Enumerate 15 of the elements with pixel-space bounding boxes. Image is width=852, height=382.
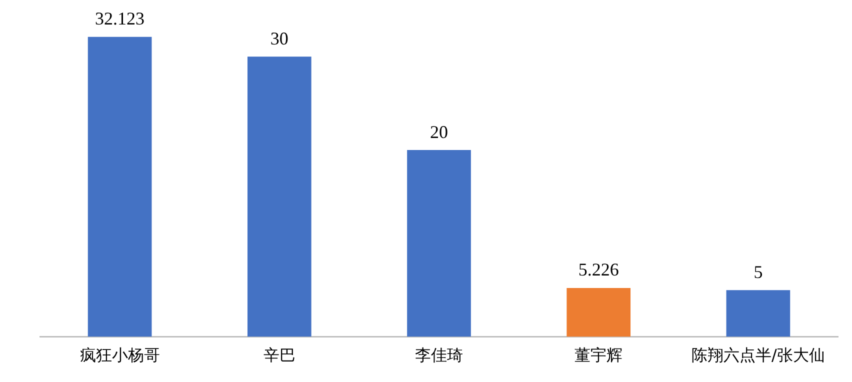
data-label: 5 [754, 262, 763, 282]
data-label: 30 [270, 28, 288, 48]
bar [407, 150, 471, 337]
bar [88, 36, 152, 337]
bar [247, 56, 312, 337]
bar [726, 290, 790, 337]
x-tick-label: 董宇辉 [574, 346, 623, 365]
x-tick-label: 辛巴 [263, 346, 296, 365]
data-label: 32.123 [95, 8, 145, 29]
x-tick-label: 疯狂小杨哥 [80, 346, 160, 365]
x-tick-label: 李佳琦 [415, 346, 463, 365]
x-tick-label: 陈翔六点半/张大仙 [692, 346, 825, 365]
data-label: 5.226 [578, 260, 619, 280]
bar [566, 288, 631, 337]
data-label: 20 [430, 122, 448, 142]
